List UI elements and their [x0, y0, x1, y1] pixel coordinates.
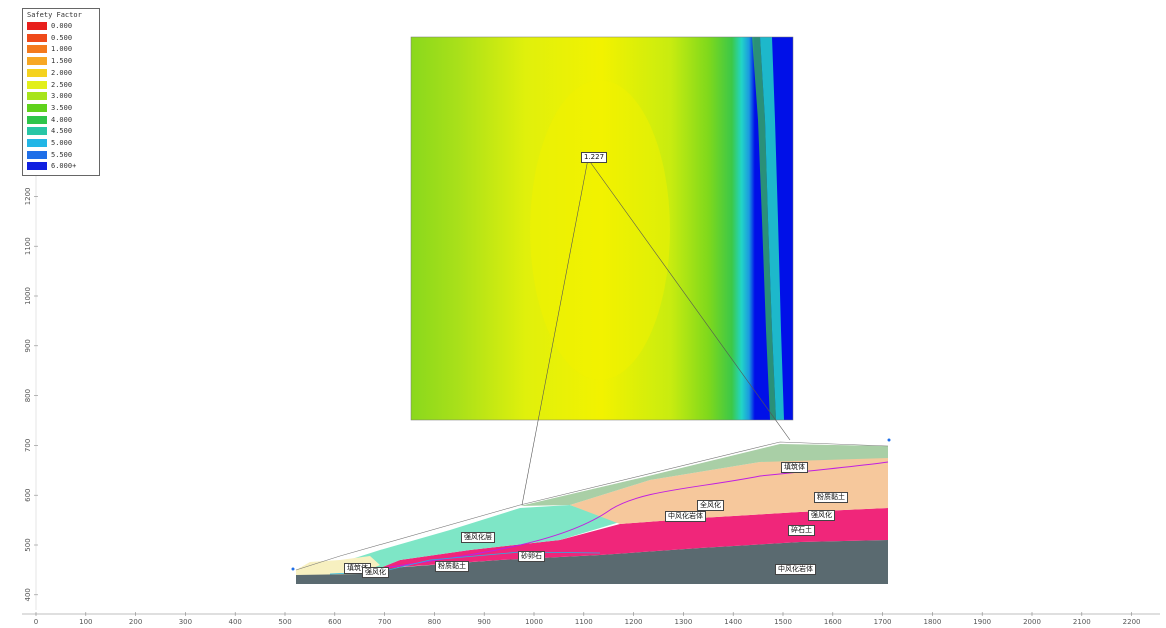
critical-factor-label: 1.227	[581, 152, 608, 163]
legend-value: 5.000	[51, 139, 73, 147]
x-tick-label: 2200	[1123, 618, 1141, 626]
legend-value: 4.500	[51, 127, 73, 136]
x-tick-label: 1000	[525, 618, 543, 626]
legend-swatch	[27, 103, 47, 112]
x-tick-label: 500	[278, 618, 291, 626]
safety-factor-grid	[410, 36, 794, 421]
material-label: 粉质黏土	[814, 492, 848, 503]
x-tick-label: 1400	[724, 618, 742, 626]
legend-entry: 4.000	[27, 115, 97, 125]
legend-value: 3.500	[51, 103, 73, 112]
slip-surface	[369, 461, 889, 571]
y-tick-label: 900	[24, 339, 32, 352]
x-tick-label: 1700	[874, 618, 892, 626]
legend-value: 2.000	[51, 68, 73, 77]
x-tick-label: 1100	[575, 618, 593, 626]
legend-value: 0.000	[51, 22, 73, 30]
y-tick-label: 1000	[24, 287, 32, 305]
legend-value: 1.000	[51, 45, 73, 54]
legend-entry: 1.500	[27, 56, 97, 66]
legend-swatch	[27, 139, 47, 147]
legend-value: 0.500	[51, 33, 73, 42]
legend-swatch	[27, 45, 47, 54]
material-label: 填筑体	[781, 462, 808, 473]
strong-weathered-layer	[370, 508, 888, 572]
legend-entry: 3.500	[27, 103, 97, 113]
legend-swatch	[27, 115, 47, 124]
x-tick-label: 900	[478, 618, 491, 626]
legend-swatch	[27, 80, 47, 89]
legend-swatch	[27, 162, 47, 171]
legend-swatch	[27, 150, 47, 159]
x-tick-label: 100	[79, 618, 92, 626]
legend-swatch	[27, 22, 47, 30]
x-tick-label: 1500	[774, 618, 792, 626]
x-tick-label: 1300	[674, 618, 692, 626]
x-tick-label: 1200	[625, 618, 643, 626]
legend-title: Safety Factor	[27, 11, 82, 19]
material-label: 强风化层	[461, 532, 495, 543]
x-tick-label: 2000	[1023, 618, 1041, 626]
material-label: 中风化岩体	[775, 564, 816, 575]
x-tick-label: 0	[34, 618, 38, 626]
material-label: 全风化	[697, 500, 724, 511]
legend-value: 5.500	[51, 150, 73, 159]
material-label: 强风化	[808, 510, 835, 521]
legend-swatch	[27, 127, 47, 136]
legend-entry: 3.000	[27, 91, 97, 101]
x-tick-label: 200	[129, 618, 142, 626]
legend-swatch	[27, 92, 47, 101]
y-tick-label: 500	[24, 538, 32, 551]
x-tick-label: 400	[229, 618, 242, 626]
fill-layer	[520, 444, 888, 506]
y-tick-label: 600	[24, 489, 32, 502]
y-tick-label: 800	[24, 389, 32, 402]
legend-entry: 5.500	[27, 150, 97, 160]
legend-entry: 0.500	[27, 33, 97, 43]
legend-swatch	[27, 68, 47, 77]
legend-entry: 2.500	[27, 80, 97, 90]
y-tick-label: 700	[24, 439, 32, 452]
x-tick-label: 1800	[923, 618, 941, 626]
material-label: 碎石土	[788, 525, 815, 536]
y-tick-label: 1100	[24, 237, 32, 255]
bedrock-layer	[296, 540, 888, 584]
x-tick-label: 2100	[1073, 618, 1091, 626]
y-tick-label: 400	[24, 588, 32, 601]
legend-value: 6.000+	[51, 162, 77, 171]
legend-entry: 4.500	[27, 126, 97, 136]
legend-swatch	[27, 33, 47, 42]
legend-value: 3.000	[51, 92, 73, 101]
x-tick-label: 300	[179, 618, 192, 626]
material-label: 粉质黏土	[435, 561, 469, 572]
gravel-layer	[570, 456, 888, 524]
material-label: 中风化岩体	[665, 511, 706, 522]
y-tick-label: 1200	[24, 187, 32, 205]
legend: Safety Factor 0.000 0.500 1.000 1.500 2.000 2…	[22, 8, 100, 176]
x-tick-label: 1600	[824, 618, 842, 626]
x-tick-label: 1900	[973, 618, 991, 626]
legend-entry: 1.000	[27, 44, 97, 54]
material-label: 强风化	[362, 567, 389, 578]
legend-value: 2.500	[51, 80, 73, 89]
legend-entry: 5.000	[27, 138, 97, 148]
legend-swatch	[27, 57, 47, 66]
x-axis: 0 100 200 300 400 500 600 700 800 900 1000 1100 1200…	[22, 612, 1160, 626]
legend-value: 1.500	[51, 57, 73, 66]
legend-value: 4.000	[51, 115, 73, 124]
x-tick-label: 800	[428, 618, 441, 626]
material-label: 砂卵石	[518, 551, 545, 562]
legend-entry: 6.000+	[27, 161, 97, 171]
x-tick-label: 600	[328, 618, 341, 626]
x-tick-label: 700	[378, 618, 391, 626]
legend-entry: 0.000	[27, 21, 97, 31]
legend-entry: 2.000	[27, 68, 97, 78]
